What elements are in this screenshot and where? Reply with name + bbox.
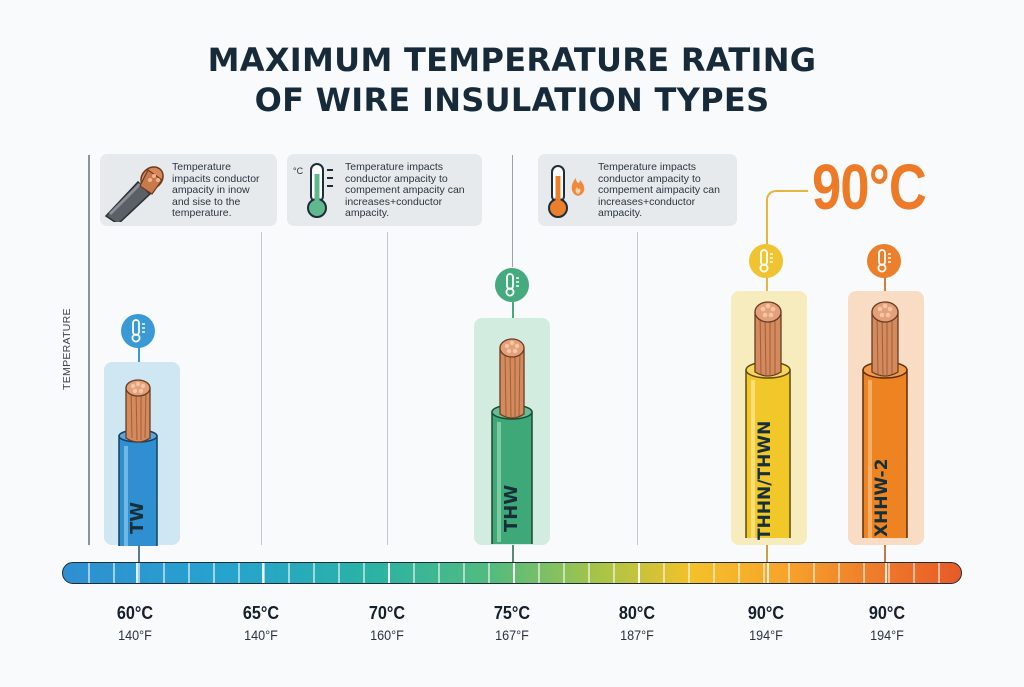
scale-tick	[438, 563, 440, 583]
info-card-3: Temperature impacts conductor ampacity t…	[538, 154, 737, 226]
scale-tick	[488, 563, 490, 583]
scale-tick	[463, 563, 465, 583]
tw-wire	[118, 379, 158, 546]
thhn-label: THHN/THWN	[755, 420, 775, 540]
thhn-stem-bottom	[766, 545, 768, 562]
scale-label-f-3: 167°F	[495, 627, 529, 643]
wire-cable-icon	[104, 166, 164, 222]
callout-connector	[766, 190, 808, 248]
scale-label-f-4: 187°F	[620, 627, 654, 643]
highlight-90c: 90°C	[812, 151, 927, 223]
tw-stem	[138, 347, 140, 362]
gridline-70	[387, 232, 389, 545]
thw-wire	[491, 338, 533, 544]
scale-tick	[588, 563, 590, 583]
thermometer-icon	[759, 249, 773, 273]
info-card-2: °C Temperature impacts conductor ampacit…	[287, 154, 482, 226]
thermometer-celsius-icon: °C	[293, 163, 333, 218]
info-card-3-text: Temperature impacts conductor ampacity t…	[598, 161, 720, 220]
y-axis-label: TEMPERATURE	[61, 308, 73, 390]
scale-tick	[863, 563, 865, 583]
thw-thermometer-badge	[495, 268, 529, 302]
scale-tick	[563, 563, 565, 583]
scale-tick	[538, 563, 540, 583]
title-line-2: OF WIRE INSULATION TYPES	[254, 81, 770, 119]
scale-tick	[938, 563, 940, 583]
scale-tick	[913, 563, 915, 583]
thermometer-flame-icon	[548, 165, 585, 218]
info-card-2-text: Temperature impacts conductor ampacity t…	[345, 161, 465, 220]
scale-tick	[338, 563, 340, 583]
scale-label-c-4: 80°C	[618, 603, 656, 623]
scale-label-f-5: 194°F	[749, 627, 783, 643]
scale-tick	[288, 563, 290, 583]
thermometer-icon	[877, 249, 891, 273]
thhn-thermometer-badge	[749, 244, 783, 278]
xhhw-wire	[862, 301, 908, 538]
scale-major-tick	[885, 563, 887, 583]
scale-tick	[688, 563, 690, 583]
scale-tick	[113, 563, 115, 583]
scale-major-tick	[262, 563, 264, 583]
scale-label-c-2: 70°C	[368, 603, 406, 623]
tw-stem-bottom	[138, 545, 140, 562]
page-title: MAXIMUM TEMPERATURE RATING OF WIRE INSUL…	[0, 40, 1024, 120]
scale-label-f-0: 140°F	[118, 627, 152, 643]
thhn-stem	[766, 276, 768, 291]
thw-label: THW	[501, 484, 522, 532]
info-card-1: Temperature impacits conductor ampacity …	[100, 154, 277, 226]
gridline-65	[261, 232, 263, 545]
xhhw-stem-bottom	[884, 545, 886, 562]
scale-major-tick	[767, 563, 769, 583]
scale-tick	[213, 563, 215, 583]
scale-major-tick	[513, 563, 515, 583]
scale-label-f-1: 140°F	[244, 627, 278, 643]
scale-tick	[238, 563, 240, 583]
scale-major-tick	[638, 563, 640, 583]
scale-tick	[163, 563, 165, 583]
scale-tick	[713, 563, 715, 583]
scale-tick	[763, 563, 765, 583]
scale-label-f-6: 194°F	[870, 627, 904, 643]
scale-tick	[613, 563, 615, 583]
tw-label: TW	[127, 501, 148, 534]
thw-stem	[512, 302, 514, 318]
scale-label-c-1: 65°C	[242, 603, 280, 623]
scale-major-tick	[388, 563, 390, 583]
gridline-80	[637, 232, 639, 545]
gridline-75	[512, 155, 514, 267]
scale-tick	[313, 563, 315, 583]
scale-tick	[88, 563, 90, 583]
scale-tick	[663, 563, 665, 583]
y-axis-line	[88, 155, 90, 545]
scale-label-c-3: 75°C	[493, 603, 531, 623]
scale-tick	[838, 563, 840, 583]
xhhw-label: XHHW-2	[872, 458, 892, 537]
tw-thermometer-badge	[121, 314, 155, 348]
scale-label-f-2: 160°F	[370, 627, 404, 643]
scale-tick	[138, 563, 140, 583]
scale-label-c-5: 90°C	[747, 603, 785, 623]
scale-tick	[888, 563, 890, 583]
temperature-scale-bar	[62, 562, 962, 584]
scale-label-c-0: 60°C	[116, 603, 154, 623]
scale-tick	[363, 563, 365, 583]
thhn-wire	[745, 301, 791, 538]
scale-tick	[413, 563, 415, 583]
xhhw-thermometer-badge	[867, 244, 901, 278]
xhhw-stem	[884, 276, 886, 291]
svg-text:°C: °C	[293, 166, 304, 176]
info-card-1-text: Temperature impacits conductor ampacity …	[172, 161, 260, 220]
scale-tick	[738, 563, 740, 583]
thw-stem-bottom	[512, 545, 514, 562]
scale-tick	[788, 563, 790, 583]
scale-major-tick	[136, 563, 138, 583]
scale-tick	[813, 563, 815, 583]
scale-tick	[188, 563, 190, 583]
thermometer-icon	[131, 319, 145, 343]
title-line-1: MAXIMUM TEMPERATURE RATING	[207, 41, 817, 79]
scale-label-c-6: 90°C	[868, 603, 906, 623]
thermometer-icon	[505, 273, 519, 297]
